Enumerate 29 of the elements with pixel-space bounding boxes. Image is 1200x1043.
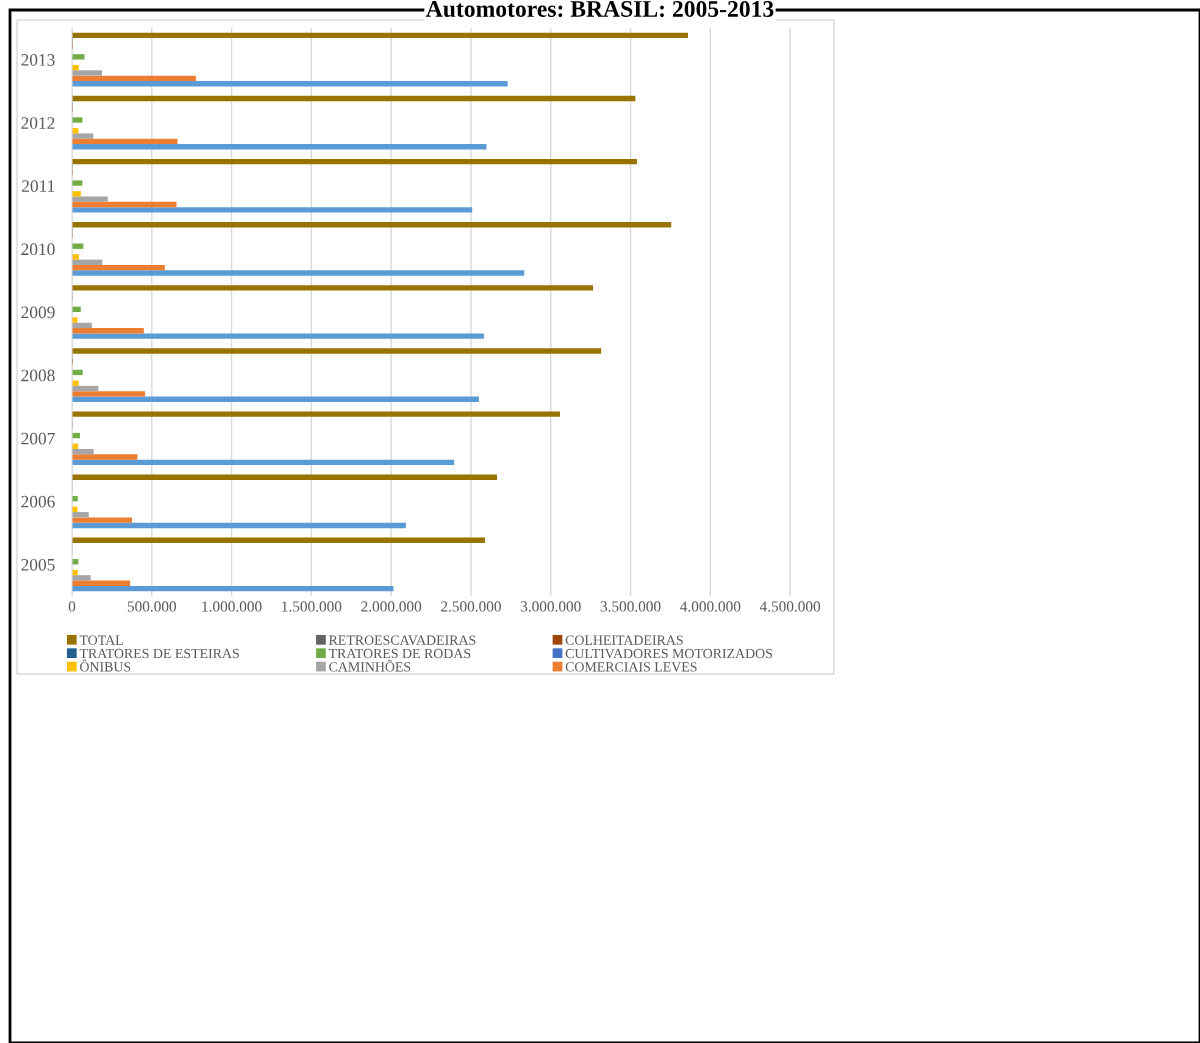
x-tick-label: 4.000.000	[680, 601, 741, 612]
x-tick-label: 3.500.000	[600, 601, 661, 612]
y-tick-label: 2007	[21, 432, 55, 445]
legend-label: CAMINHÕES	[329, 659, 411, 672]
legend-label: TRATORES DE RODAS	[328, 648, 471, 659]
x-tick-label: 2.500.000	[441, 601, 501, 612]
x-tick-label: 0	[68, 601, 76, 612]
legend-label: COLHEITADEIRAS	[565, 635, 683, 645]
legend-label: ÔNIBUS	[80, 659, 131, 672]
chart-title: Automotores: BRASIL: 2005-2013	[425, 0, 774, 18]
y-tick-label: 2009	[21, 306, 55, 319]
legend-label: RETROESCAVADEIRAS	[328, 635, 476, 645]
x-tick-label: 2.000.000	[361, 601, 422, 612]
legend-label: TOTAL	[79, 635, 123, 645]
y-tick-label: 2008	[21, 369, 55, 382]
y-tick-label: 2012	[21, 117, 55, 129]
y-tick-label: 2010	[21, 243, 55, 256]
x-tick-label: 1.000.000	[202, 601, 262, 612]
x-tick-label: 3.000.000	[520, 601, 581, 612]
legend-label: TRATORES DE ESTEIRAS	[79, 648, 239, 659]
legend-label: CULTIVADORES MOTORIZADOS	[565, 648, 773, 659]
y-tick-label: 2005	[21, 558, 55, 571]
y-tick-label: 2011	[22, 180, 55, 192]
x-tick-label: 4.500.000	[759, 601, 821, 612]
x-tick-label: 1.500.000	[282, 601, 342, 612]
y-tick-label: 2006	[21, 495, 55, 508]
y-tick-label: 2013	[21, 54, 55, 66]
legend-label: COMERCIAIS LEVES	[565, 662, 697, 672]
x-tick-label: 500.000	[127, 601, 177, 612]
